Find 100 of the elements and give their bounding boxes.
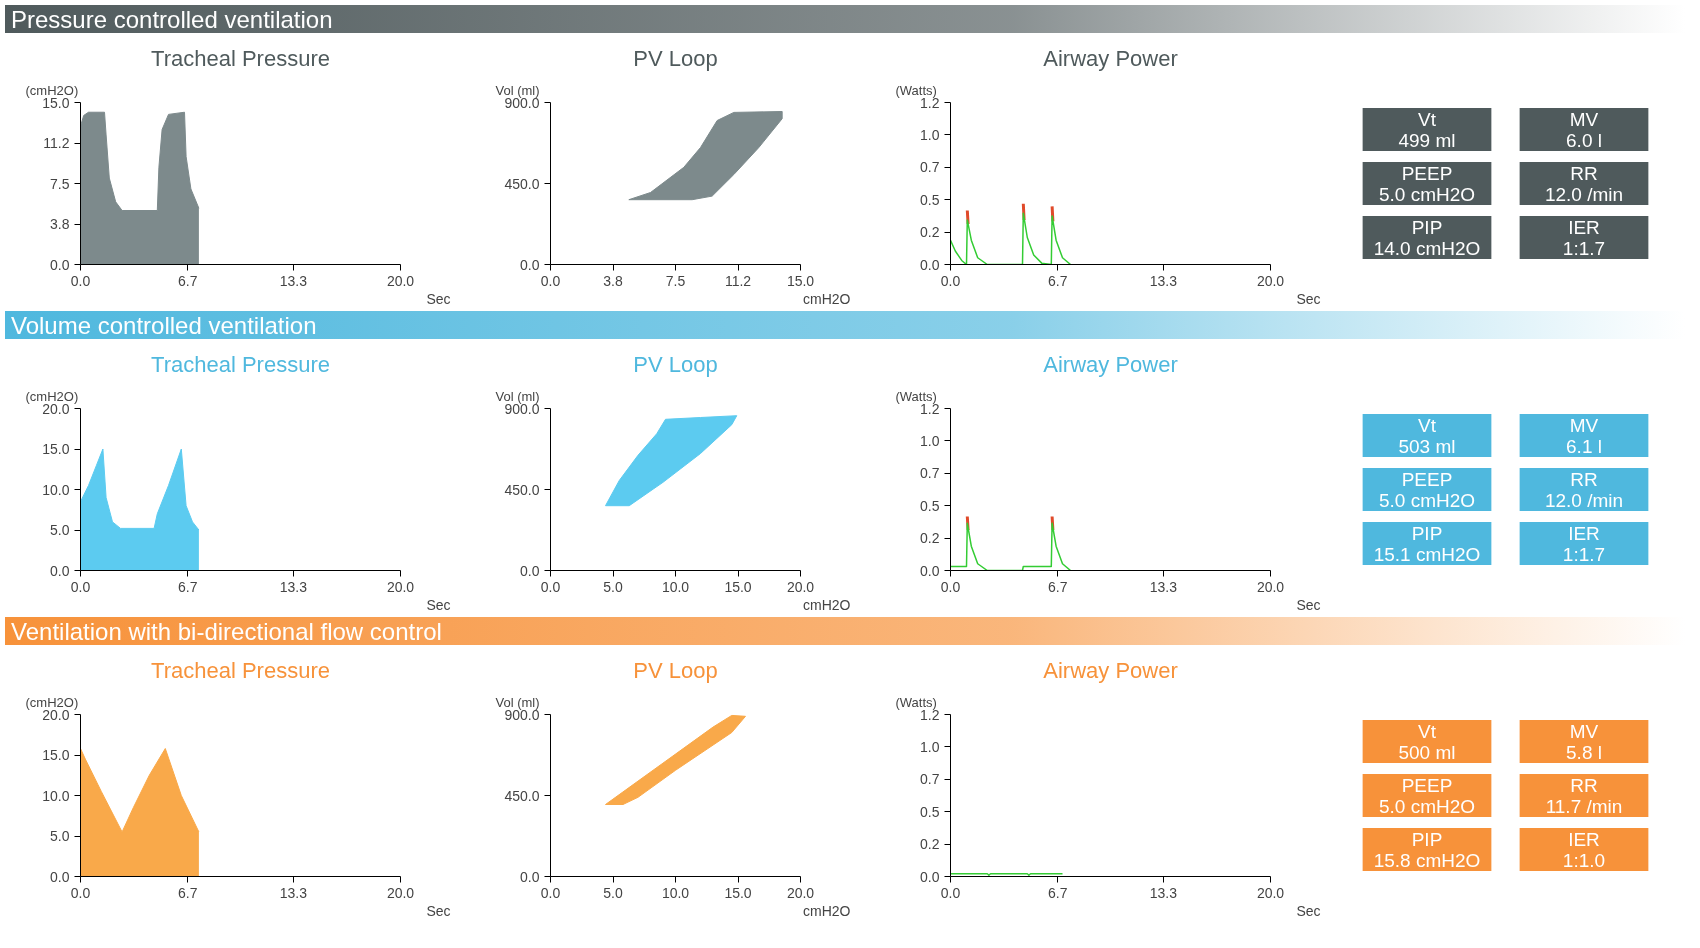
x-tick-label: 0.0 bbox=[540, 884, 561, 901]
x-tick-label: 20.0 bbox=[1256, 272, 1285, 289]
y-tick-label: 1.0 bbox=[920, 738, 940, 755]
x-tick-label: 5.0 bbox=[603, 884, 623, 901]
x-axis-title: Sec bbox=[426, 902, 451, 919]
x-tick-label: 6.7 bbox=[1047, 884, 1068, 901]
x-tick-label: 0.0 bbox=[70, 884, 91, 901]
chart-title: Airway Power bbox=[1043, 351, 1178, 377]
x-tick-label: 0.0 bbox=[540, 272, 561, 289]
text: 6.1 l bbox=[1566, 435, 1602, 457]
y-tick-label: 0.0 bbox=[50, 256, 70, 273]
chart-title: Airway Power bbox=[1043, 45, 1178, 71]
text: PIP bbox=[1411, 216, 1443, 238]
text: 15.8 cmH2O bbox=[1373, 849, 1481, 871]
chart-title: Tracheal Pressure bbox=[151, 657, 330, 683]
line-series bbox=[950, 212, 1072, 265]
x-tick-label: 10.0 bbox=[661, 578, 690, 595]
y-tick-label: 7.5 bbox=[50, 175, 70, 192]
y-tick-label: 0.0 bbox=[920, 256, 940, 273]
x-tick-label: 11.2 bbox=[724, 272, 752, 289]
text: 499 ml bbox=[1398, 129, 1456, 151]
x-tick-label: 5.0 bbox=[603, 578, 623, 595]
x-tick-label: 13.3 bbox=[279, 884, 308, 901]
text: MV bbox=[1569, 720, 1599, 742]
x-axis-title: Sec bbox=[1296, 290, 1321, 307]
x-tick-label: 0.0 bbox=[940, 272, 961, 289]
text: MV bbox=[1569, 414, 1599, 436]
text: 5.8 l bbox=[1566, 741, 1602, 763]
y-tick-label: 0.7 bbox=[920, 465, 940, 482]
x-tick-label: 10.0 bbox=[661, 884, 690, 901]
text: 503 ml bbox=[1398, 435, 1456, 457]
y-tick-label: 0.2 bbox=[920, 224, 940, 241]
y-tick-label: 0.2 bbox=[920, 530, 940, 547]
x-tick-label: 7.5 bbox=[665, 272, 686, 289]
y-tick-label: 10.0 bbox=[42, 787, 70, 804]
text: PIP bbox=[1411, 828, 1443, 850]
y-tick-label: 0.0 bbox=[920, 562, 940, 579]
text: 12.0 /min bbox=[1544, 183, 1624, 205]
y-tick-label: 0.2 bbox=[920, 836, 940, 853]
x-tick-label: 20.0 bbox=[1256, 578, 1285, 595]
x-tick-label: 13.3 bbox=[279, 578, 308, 595]
x-axis-title: cmH2O bbox=[803, 290, 851, 307]
text: 6.0 l bbox=[1566, 129, 1602, 151]
y-tick-label: 1.0 bbox=[920, 126, 940, 143]
text: 5.0 cmH2O bbox=[1378, 183, 1476, 205]
y-tick-label: 1.0 bbox=[920, 432, 940, 449]
y-tick-label: 15.0 bbox=[42, 441, 70, 457]
y-axis-title: Vol (ml) bbox=[495, 82, 540, 98]
y-tick-label: 0.0 bbox=[520, 256, 540, 273]
y-tick-label: 0.0 bbox=[50, 562, 70, 579]
x-tick-label: 13.3 bbox=[1149, 578, 1178, 595]
y-tick-label: 0.7 bbox=[920, 159, 940, 176]
x-tick-label: 13.3 bbox=[1149, 884, 1178, 901]
y-tick-label: 10.0 bbox=[42, 481, 70, 498]
y-tick-label: 15.0 bbox=[42, 747, 70, 763]
text: IER bbox=[1568, 828, 1600, 850]
x-axis-title: cmH2O bbox=[803, 902, 851, 919]
x-tick-label: 20.0 bbox=[1256, 884, 1285, 901]
y-axis-title: (Watts) bbox=[895, 694, 937, 710]
x-tick-label: 0.0 bbox=[540, 578, 561, 595]
text: PEEP bbox=[1401, 774, 1453, 796]
x-tick-label: 15.0 bbox=[724, 884, 752, 901]
y-tick-label: 0.5 bbox=[920, 803, 940, 820]
x-tick-label: 13.3 bbox=[279, 272, 308, 289]
y-tick-label: 0.0 bbox=[920, 868, 940, 885]
x-axis-title: cmH2O bbox=[803, 596, 851, 613]
y-tick-label: 5.0 bbox=[50, 828, 70, 844]
x-tick-label: 6.7 bbox=[177, 272, 198, 289]
text: 500 ml bbox=[1398, 741, 1456, 763]
x-tick-label: 0.0 bbox=[940, 884, 961, 901]
y-tick-label: 450.0 bbox=[504, 175, 540, 192]
x-tick-label: 6.7 bbox=[1047, 578, 1068, 595]
text: RR bbox=[1570, 774, 1598, 796]
text: 12.0 /min bbox=[1544, 489, 1624, 511]
x-tick-label: 20.0 bbox=[786, 884, 815, 901]
text: Volume controlled ventilation bbox=[11, 311, 317, 341]
text: Vt bbox=[1418, 414, 1437, 436]
y-axis-title: (Watts) bbox=[895, 82, 937, 98]
chart-title: PV Loop bbox=[633, 657, 718, 683]
y-axis-title: (Watts) bbox=[895, 388, 937, 404]
x-axis-title: Sec bbox=[426, 290, 451, 307]
text: IER bbox=[1568, 216, 1600, 238]
x-tick-label: 0.0 bbox=[70, 578, 91, 595]
x-tick-label: 15.0 bbox=[786, 272, 815, 289]
text: IER bbox=[1568, 522, 1600, 544]
chart-title: Tracheal Pressure bbox=[151, 45, 330, 71]
y-tick-label: 450.0 bbox=[504, 787, 540, 804]
x-tick-label: 6.7 bbox=[1047, 272, 1068, 289]
x-axis-title: Sec bbox=[1296, 596, 1321, 613]
text: RR bbox=[1570, 468, 1598, 490]
text: Vt bbox=[1418, 108, 1437, 130]
x-tick-label: 20.0 bbox=[386, 884, 415, 901]
x-tick-label: 0.0 bbox=[70, 272, 91, 289]
y-tick-label: 11.2 bbox=[43, 135, 70, 151]
x-tick-label: 0.0 bbox=[940, 578, 961, 595]
text: RR bbox=[1570, 162, 1598, 184]
text: 1:1.0 bbox=[1562, 849, 1606, 871]
y-tick-label: 5.0 bbox=[50, 522, 70, 538]
y-tick-label: 0.5 bbox=[920, 497, 940, 514]
text: 1:1.7 bbox=[1562, 237, 1606, 259]
